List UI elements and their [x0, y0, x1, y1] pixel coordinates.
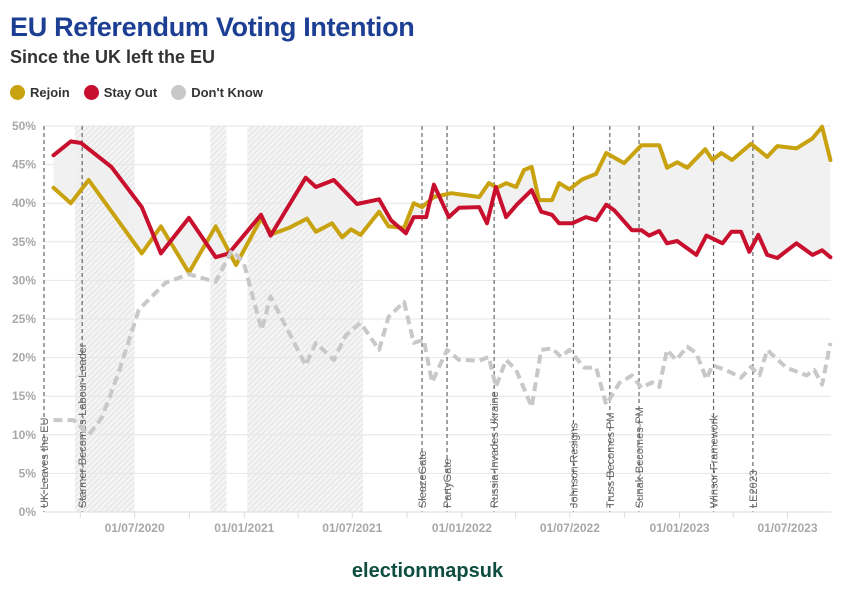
y-tick-label: 5%: [19, 466, 37, 480]
event-label: Truss Becomes PM: [605, 412, 617, 508]
legend: Rejoin Stay Out Don't Know: [10, 85, 263, 100]
y-tick-label: 40%: [12, 196, 36, 210]
footer-brand: electionmapsuk: [351, 560, 504, 582]
y-tick-label: 20%: [12, 351, 36, 365]
event-label: LE2023: [748, 470, 760, 508]
x-tick-label: 01/01/2022: [432, 521, 492, 535]
event-label: Russia-Invades Ukraine: [489, 391, 501, 508]
event-label: Winsor-Framework: [709, 415, 721, 508]
y-tick-label: 15%: [12, 389, 36, 403]
y-tick-label: 30%: [12, 273, 36, 287]
x-tick-label: 01/07/2020: [105, 521, 165, 535]
series-line-don-t-know: [53, 248, 833, 437]
legend-item-dont-know[interactable]: Don't Know: [171, 85, 263, 100]
event-label: Sunak-Becomes-PM: [634, 407, 646, 508]
legend-label: Stay Out: [103, 85, 158, 100]
legend-swatch-stay-out: [83, 85, 99, 100]
series-line-stay-out: [51, 139, 833, 260]
x-tick-label: 01/07/2022: [540, 521, 600, 535]
legend-item-rejoin[interactable]: Rejoin: [10, 85, 70, 100]
chart-title: EU Referendum Voting Intention: [10, 12, 415, 42]
event-label: SleazeGate: [417, 451, 429, 508]
y-tick-label: 50%: [12, 119, 36, 133]
legend-label: Rejoin: [30, 85, 70, 100]
x-tick-label: 01/01/2023: [650, 521, 710, 535]
event-label: Johnson-Resigns: [568, 423, 580, 508]
legend-item-stay-out[interactable]: Stay Out: [83, 85, 158, 100]
chart-subtitle: Since the UK left the EU: [10, 47, 216, 67]
y-tick-label: 35%: [12, 235, 36, 249]
event-label: Starmer-Becomes-Labour-Leader: [77, 343, 89, 508]
y-tick-label: 45%: [12, 158, 36, 172]
y-tick-label: 0%: [19, 505, 37, 519]
x-tick-label: 01/07/2023: [757, 521, 817, 535]
y-tick-label: 25%: [12, 312, 36, 326]
x-tick-label: 01/01/2021: [214, 521, 274, 535]
legend-swatch-dont-know: [171, 85, 187, 100]
y-tick-label: 10%: [12, 428, 36, 442]
event-label: UK Leaves the EU: [39, 417, 51, 508]
legend-label: Don't Know: [191, 85, 263, 100]
x-tick-label: 01/07/2021: [322, 521, 382, 535]
legend-swatch-rejoin: [10, 85, 25, 100]
event-label: PartyGate: [442, 458, 454, 508]
